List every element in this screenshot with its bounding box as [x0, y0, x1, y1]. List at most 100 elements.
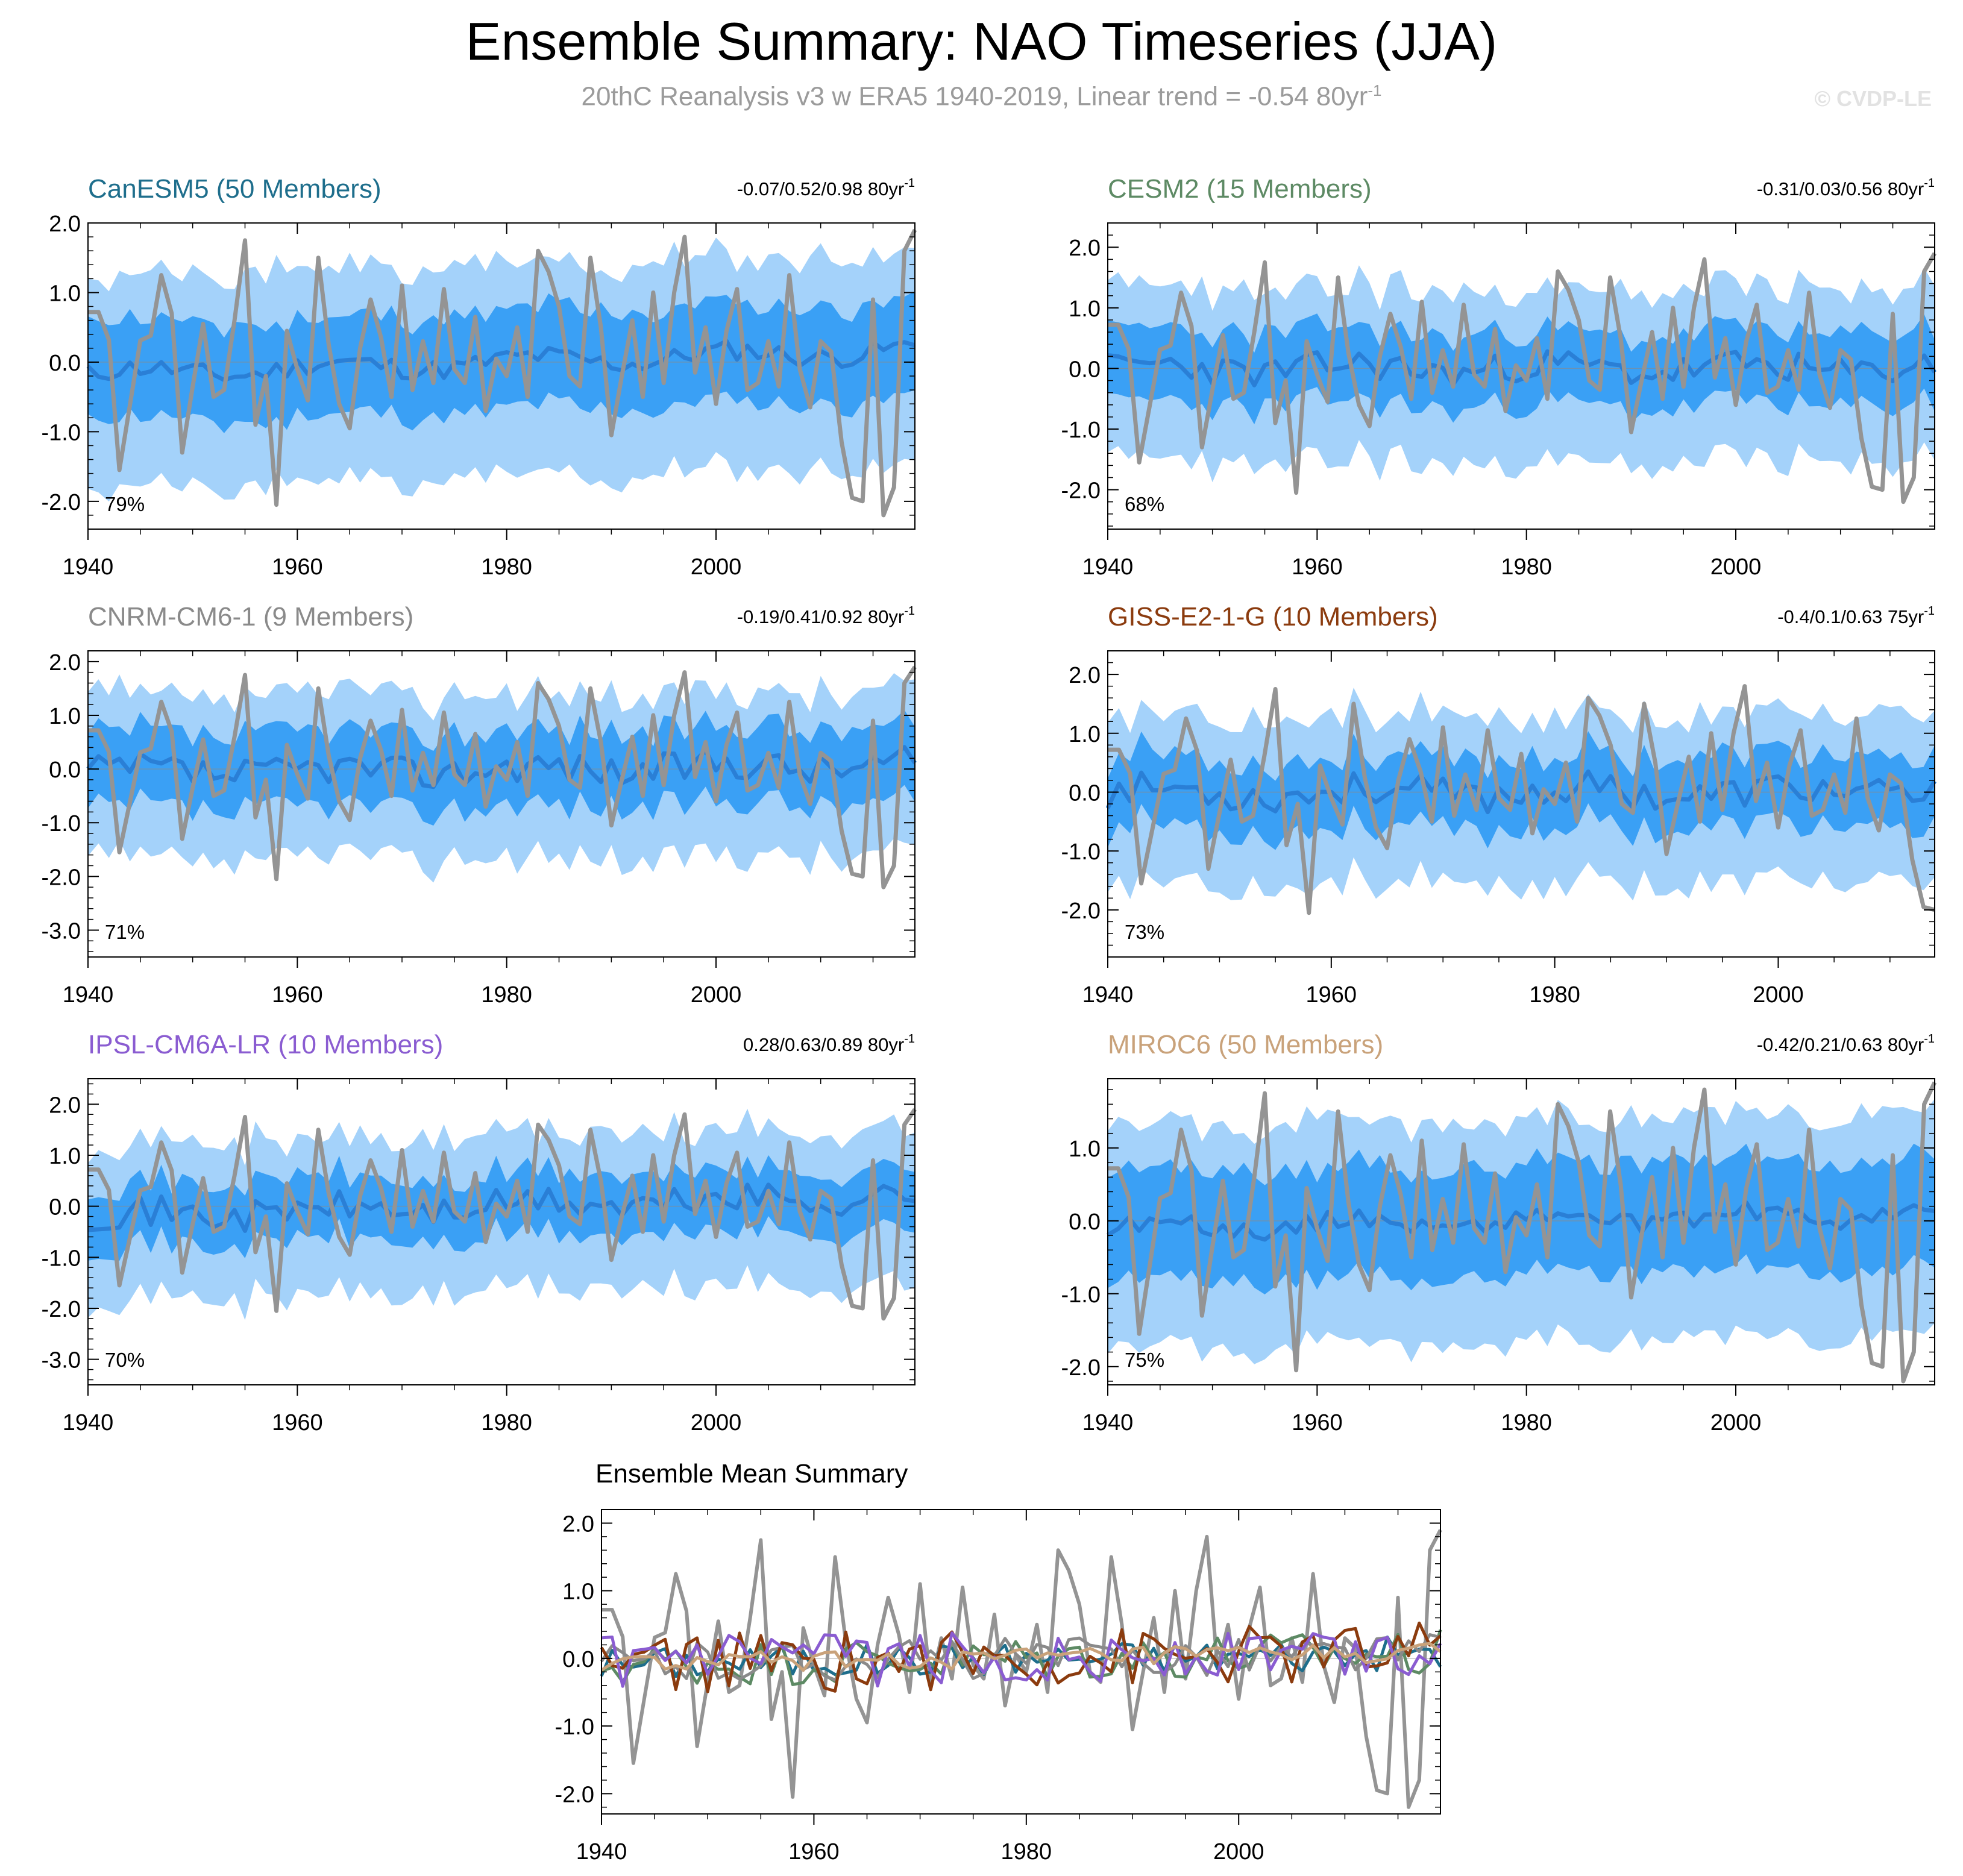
y-tick-label: 2.0	[49, 212, 81, 237]
panel-trend-stats-superscript: -1	[1924, 177, 1935, 190]
inner-spread-band	[88, 710, 915, 826]
x-tick-label: 1940	[1082, 554, 1134, 580]
x-tick-label: 1940	[63, 554, 114, 580]
panel-miroc6: 1.0 0.0 -1.0 -2.0 1940 1960 1980 2000 MIROC6 (50…	[1061, 1030, 1937, 1435]
panel-title: Ensemble Mean Summary	[595, 1459, 908, 1489]
x-tick-label: 1940	[576, 1839, 627, 1865]
panel-title: MIROC6 (50 Members)	[1108, 1030, 1383, 1059]
y-tick-label: 0.0	[562, 1647, 594, 1672]
observed-nao-line	[1108, 252, 1937, 504]
y-tick-label: -1.0	[42, 811, 81, 836]
x-tick-label: 1940	[1082, 982, 1134, 1008]
panel-percent-label: 71%	[105, 921, 145, 943]
y-tick-label: -1.0	[1061, 418, 1101, 443]
y-tick-label: 1.0	[1069, 722, 1101, 747]
y-tick-label: 2.0	[49, 650, 81, 676]
y-tick-label: -2.0	[42, 490, 81, 515]
panel-trend-stats: -0.42/0.21/0.63 80yr-1	[1757, 1032, 1935, 1055]
y-tick-label: 1.0	[49, 281, 81, 306]
panel-ipsl: 2.0 1.0 0.0 -1.0 -2.0 -3.0 1940 1960 1980 2000 IPS…	[42, 1030, 917, 1435]
figure-subtitle: 20thC Reanalysis v3 w ERA5 1940-2019, Li…	[0, 81, 1963, 112]
x-tick-label: 1960	[788, 1839, 840, 1865]
figure-title: Ensemble Summary: NAO Timeseries (JJA)	[465, 11, 1498, 71]
x-tick-label: 1980	[1501, 1410, 1552, 1435]
ensemble-mean-series-line	[601, 1631, 1442, 1688]
y-tick-label: 0.0	[49, 1195, 81, 1220]
panel-canesm5: 2.0 1.0 0.0 -1.0 -2.0 1940 1960 1980 2000 CanESM5…	[42, 174, 917, 580]
y-tick-label: -1.0	[555, 1714, 594, 1740]
y-tick-label: 1.0	[562, 1580, 594, 1605]
observed-nao-line	[88, 665, 917, 889]
panel-title: CESM2 (15 Members)	[1108, 174, 1372, 204]
panel-trend-stats-superscript: -1	[1924, 1032, 1935, 1046]
panel-title: IPSL-CM6A-LR (10 Members)	[88, 1030, 443, 1059]
x-tick-label: 1980	[481, 1410, 532, 1435]
x-tick-label: 2000	[1710, 1410, 1762, 1435]
x-tick-label: 1980	[481, 554, 532, 580]
y-tick-label: -2.0	[42, 1297, 81, 1322]
observed-nao-line	[1108, 1081, 1937, 1384]
y-tick-label: 2.0	[1069, 663, 1101, 688]
x-tick-label: 2000	[1213, 1839, 1264, 1865]
x-tick-label: 1960	[272, 1410, 323, 1435]
plot-frame	[601, 1509, 1441, 1815]
x-tick-label: 2000	[1753, 982, 1804, 1008]
x-tick-label: 2000	[691, 554, 742, 580]
x-tick-label: 1940	[63, 982, 114, 1008]
y-tick-label: 1.0	[1069, 1137, 1101, 1162]
x-tick-label: 2000	[691, 1410, 742, 1435]
panel-giss: 2.0 1.0 0.0 -1.0 -2.0 1940 1960 1980 2000 GISS-E2…	[1061, 602, 1936, 1008]
y-tick-label: 0.0	[49, 351, 81, 376]
cvdp-watermark: © CVDP-LE	[1814, 86, 1932, 111]
x-tick-label: 2000	[1710, 554, 1762, 580]
panel-trend-stats: -0.19/0.41/0.92 80yr-1	[737, 604, 915, 627]
y-tick-label: -1.0	[42, 420, 81, 445]
ensemble-mean-line	[1107, 349, 1936, 387]
y-tick-label: -2.0	[42, 865, 81, 890]
x-tick-label: 1980	[481, 982, 532, 1008]
panel-percent-label: 70%	[105, 1349, 145, 1371]
panel-trend-stats: -0.4/0.1/0.63 75yr-1	[1777, 604, 1935, 627]
y-tick-label: -3.0	[42, 1348, 81, 1373]
panel-percent-label: 75%	[1125, 1349, 1164, 1371]
y-tick-label: -2.0	[1061, 1355, 1101, 1381]
y-tick-label: -2.0	[1061, 478, 1101, 504]
y-tick-label: -2.0	[1061, 899, 1101, 924]
panel-ensemble-mean: 2.0 1.0 0.0 -1.0 -2.0 1940 1960 1980 2000 Ensembl…	[555, 1459, 1442, 1865]
y-tick-label: 0.0	[49, 758, 81, 783]
observed-nao-line	[88, 1108, 917, 1321]
x-tick-label: 1960	[1292, 1410, 1343, 1435]
x-tick-label: 1960	[1292, 554, 1343, 580]
y-tick-label: 1.0	[49, 1144, 81, 1169]
subtitle-text: 20thC Reanalysis v3 w ERA5 1940-2019, Li…	[581, 81, 1368, 111]
panel-trend-stats: -0.07/0.52/0.98 80yr-1	[737, 177, 915, 199]
panel-trend-stats-superscript: -1	[904, 604, 915, 618]
panel-title: GISS-E2-1-G (10 Members)	[1108, 602, 1438, 632]
y-tick-label: 0.0	[1069, 1209, 1101, 1235]
y-tick-label: -3.0	[42, 918, 81, 944]
y-tick-label: 0.0	[1069, 780, 1101, 806]
y-tick-label: -1.0	[42, 1246, 81, 1271]
plot-frame	[1107, 222, 1935, 530]
plot-frame	[1107, 1078, 1935, 1385]
y-tick-label: 2.0	[1069, 236, 1101, 261]
y-tick-label: 2.0	[562, 1511, 594, 1537]
panel-percent-label: 79%	[105, 493, 145, 515]
x-tick-label: 1960	[272, 982, 323, 1008]
panel-trend-stats: 0.28/0.63/0.89 80yr-1	[743, 1032, 915, 1055]
observed-nao-line	[1108, 684, 1935, 915]
panel-cesm2: 2.0 1.0 0.0 -1.0 -2.0 1940 1960 1980 2000 CESM2 (…	[1061, 174, 1937, 580]
plot-frame	[87, 650, 916, 958]
panel-percent-label: 68%	[1125, 493, 1164, 515]
plot-frame	[87, 1078, 916, 1385]
x-tick-label: 1980	[1529, 982, 1580, 1008]
observed-nao-line	[88, 228, 917, 518]
x-tick-label: 1980	[1001, 1839, 1052, 1865]
x-tick-label: 1940	[1082, 1410, 1134, 1435]
y-tick-label: -1.0	[1061, 1282, 1101, 1308]
y-tick-label: -2.0	[555, 1782, 594, 1807]
y-tick-label: 2.0	[49, 1093, 81, 1118]
panel-trend-stats-superscript: -1	[904, 1032, 915, 1046]
x-tick-label: 2000	[691, 982, 742, 1008]
panel-title: CanESM5 (50 Members)	[88, 174, 382, 204]
